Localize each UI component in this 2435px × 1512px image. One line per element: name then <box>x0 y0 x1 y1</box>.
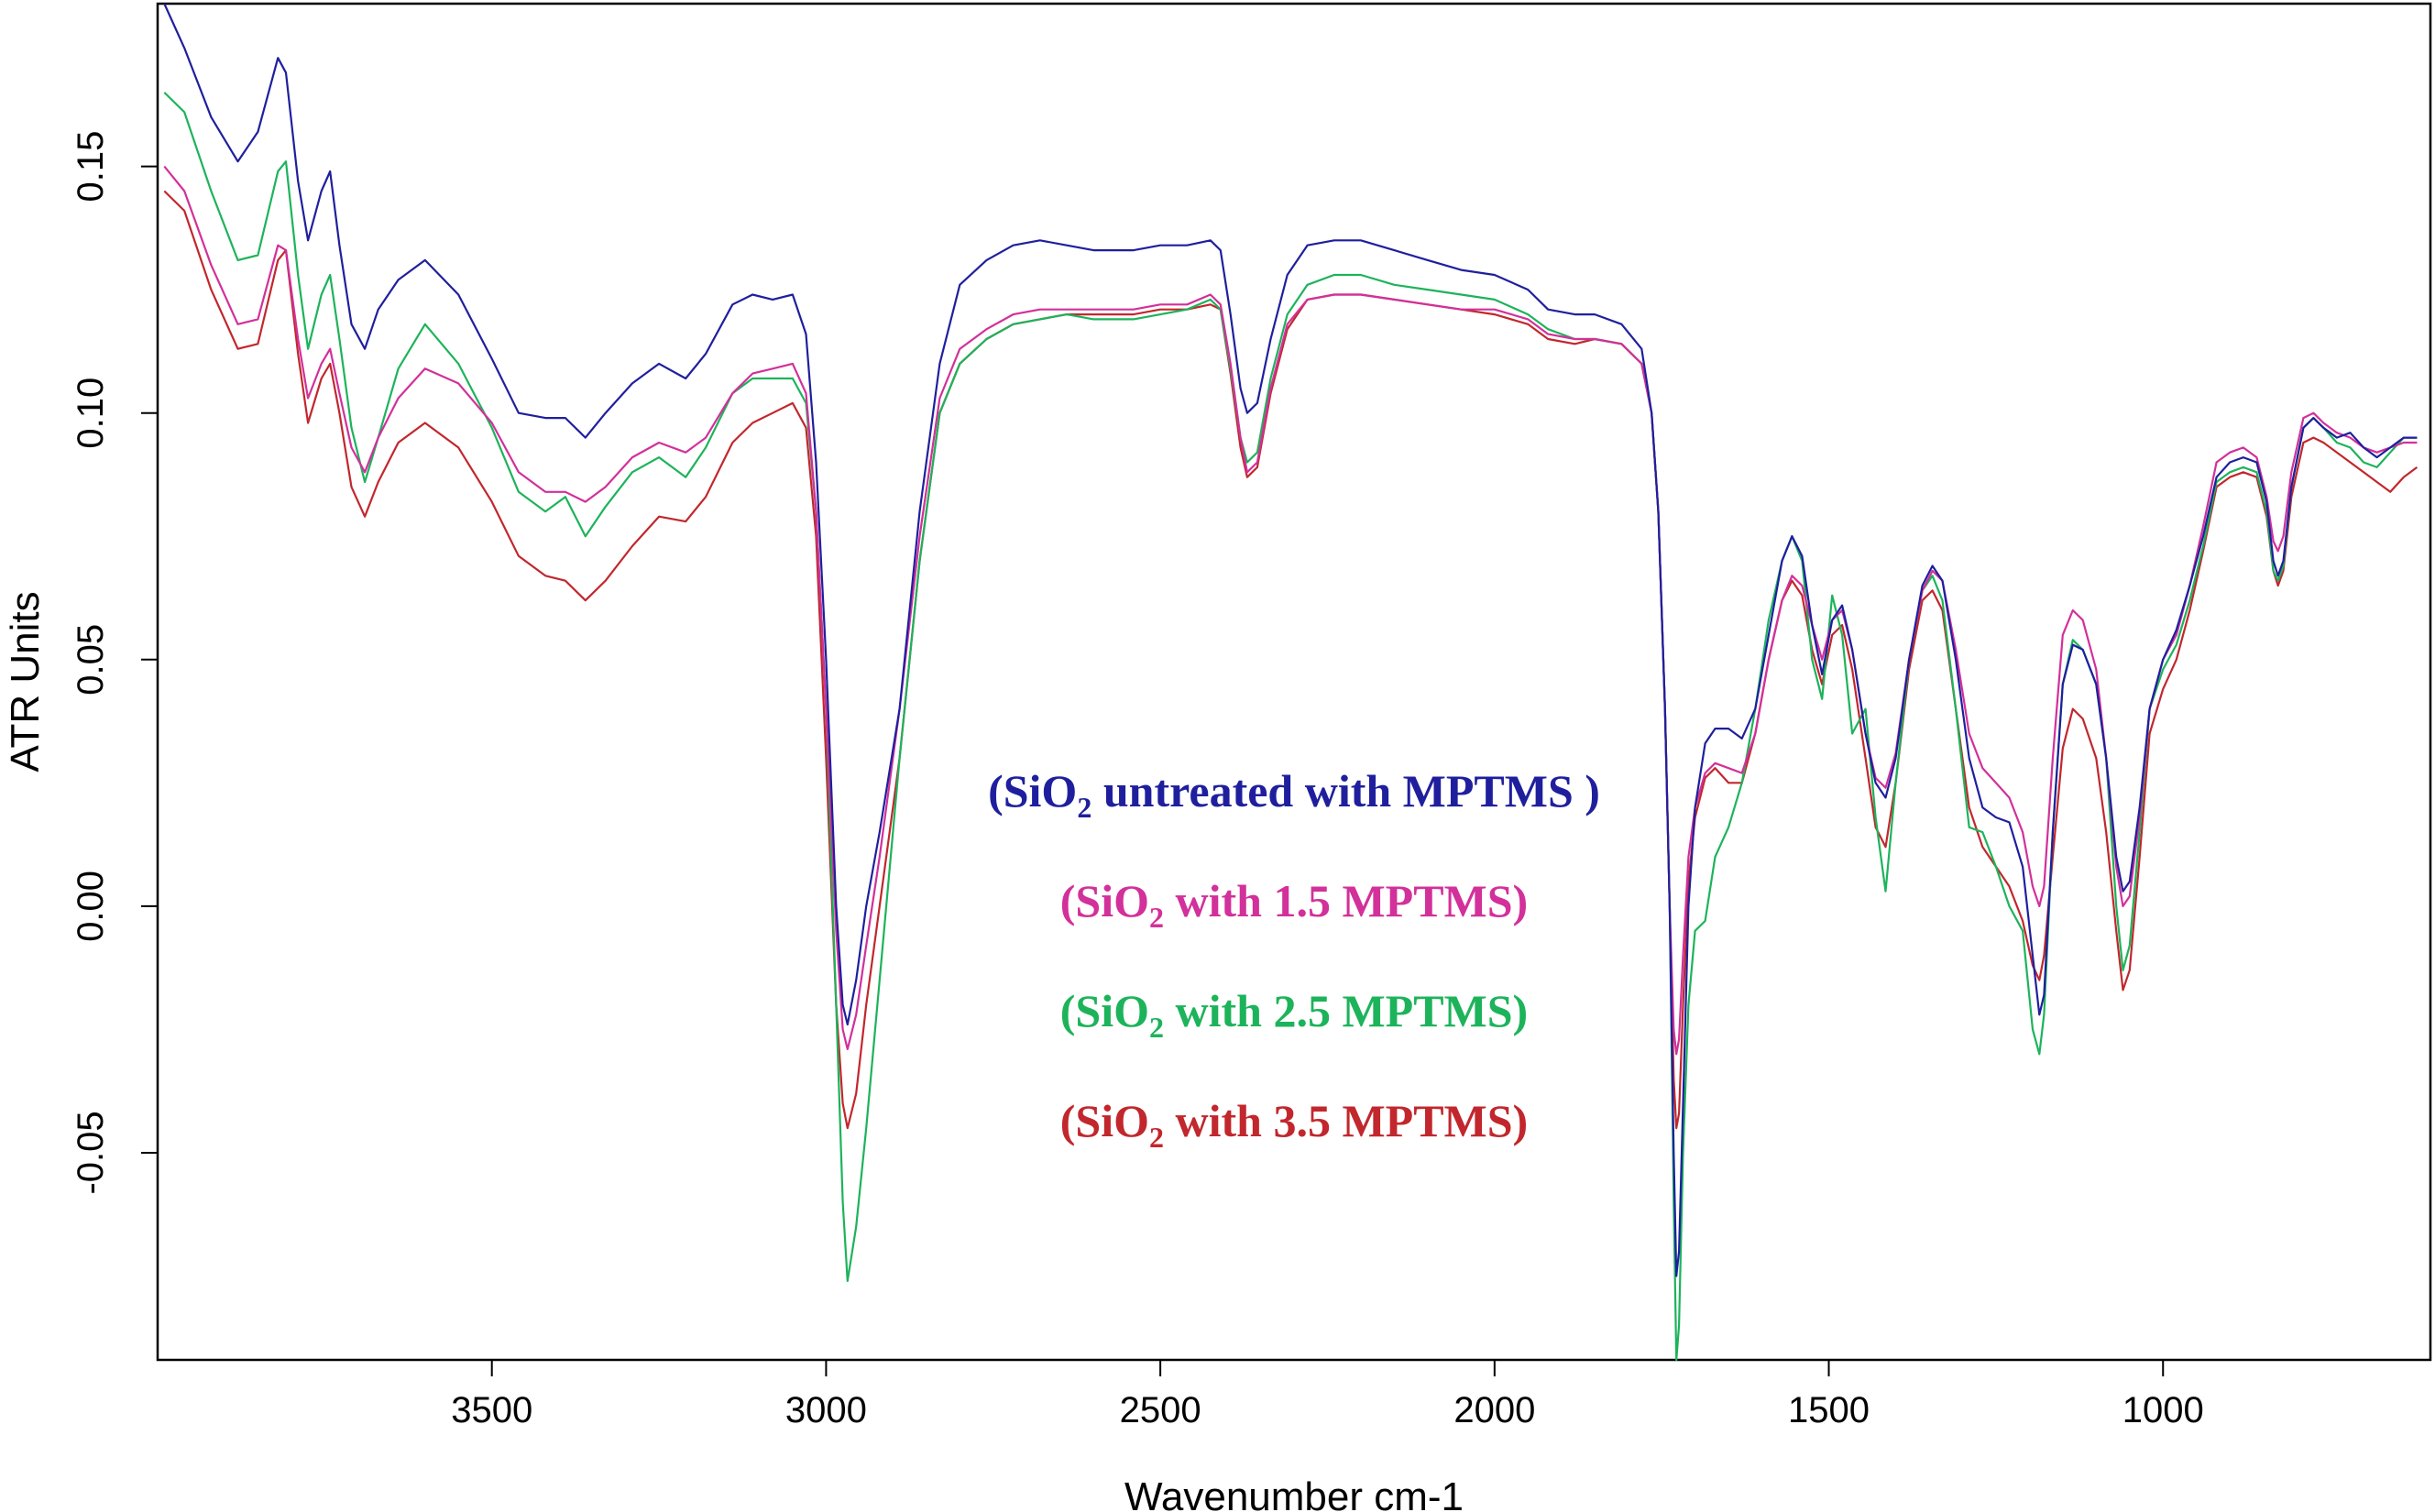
x-tick-label: 1500 <box>1788 1390 1870 1430</box>
series-line-3 <box>163 92 2418 1362</box>
x-tick-label: 3000 <box>785 1390 867 1430</box>
legend-entry-1: (SiO2 untreated with MPTMS ) <box>988 765 1600 824</box>
legend-entry-2: (SiO2 with 1.5 MPTMS) <box>1060 875 1528 934</box>
x-tick-label: 1000 <box>2122 1390 2204 1430</box>
x-tick-label: 2500 <box>1120 1390 1201 1430</box>
x-tick-label: 2000 <box>1453 1390 1535 1430</box>
x-tick-label: 3500 <box>451 1390 532 1430</box>
y-tick-label: 0.05 <box>71 624 111 696</box>
y-axis: 0.15 0.10 0.05 0.00 -0.05 <box>71 131 158 1195</box>
series-line-1 <box>163 3 2418 1277</box>
legend: (SiO2 untreated with MPTMS ) (SiO2 with 1… <box>988 765 1600 1154</box>
legend-entry-3: (SiO2 with 2.5 MPTMS) <box>1060 985 1528 1044</box>
y-tick-label: 0.10 <box>71 378 111 449</box>
legend-entry-4: (SiO2 with 3.5 MPTMS) <box>1060 1095 1528 1154</box>
x-axis: 3500 3000 2500 2000 1500 1000 <box>451 1360 2204 1430</box>
y-tick-label: -0.05 <box>71 1111 111 1194</box>
y-axis-title: ATR Units <box>3 591 48 772</box>
y-tick-label: 0.15 <box>71 131 111 203</box>
y-tick-label: 0.00 <box>71 871 111 942</box>
series-layer <box>163 3 2419 1362</box>
plot-frame <box>156 2 2432 1362</box>
x-axis-title: Wavenumber cm-1 <box>1124 1474 1464 1512</box>
